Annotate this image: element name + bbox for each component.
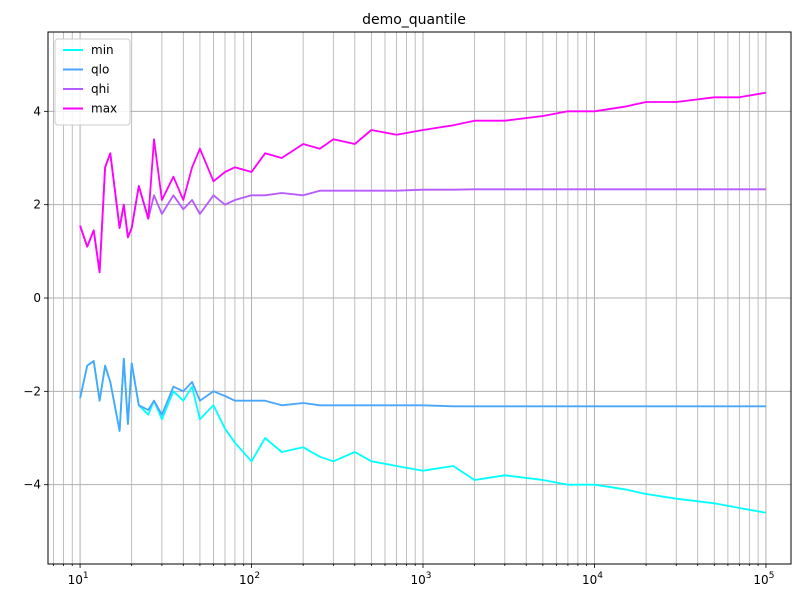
legend-label-qhi: qhi (91, 82, 110, 96)
legend-label-qlo: qlo (91, 63, 109, 77)
chart-title: demo_quantile (362, 12, 466, 28)
legend: min qlo qhi max (54, 38, 131, 126)
y-tick-label: −2 (23, 384, 41, 398)
series-lines (79, 91, 767, 514)
legend-label-max: max (91, 102, 117, 116)
y-tick-label: 4 (33, 104, 41, 118)
y-axis: −4 −2 0 2 4 (23, 104, 48, 492)
series-max-line (79, 91, 767, 274)
y-tick-label: −4 (23, 478, 41, 492)
y-tick-label: 0 (33, 291, 41, 305)
legend-label-min: min (91, 43, 114, 57)
y-tick-label: 2 (33, 198, 41, 212)
grid (48, 32, 791, 564)
series-qlo-line (79, 357, 766, 432)
legend-box (54, 38, 131, 126)
